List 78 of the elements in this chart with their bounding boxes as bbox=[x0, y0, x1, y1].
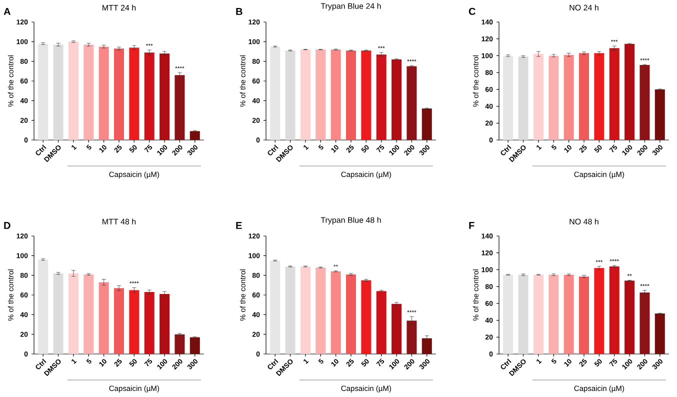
bar bbox=[406, 66, 417, 140]
bar bbox=[564, 54, 574, 140]
bar bbox=[624, 44, 635, 140]
bar bbox=[38, 44, 48, 140]
bar bbox=[624, 280, 635, 354]
chart-title: MTT 48 h bbox=[102, 218, 136, 224]
chart-title: NO 24 h bbox=[570, 4, 598, 10]
bar bbox=[190, 337, 200, 354]
bar bbox=[190, 131, 200, 140]
text: C bbox=[468, 8, 476, 15]
bar bbox=[300, 50, 310, 140]
bar bbox=[174, 75, 185, 140]
bar bbox=[533, 54, 544, 140]
bar bbox=[548, 274, 559, 354]
bar bbox=[98, 282, 109, 354]
bar bbox=[533, 274, 544, 354]
bar bbox=[144, 52, 154, 140]
bar bbox=[503, 56, 514, 140]
bar bbox=[53, 273, 64, 354]
chart-title: Trypan Blue 24 h bbox=[320, 3, 381, 10]
bar bbox=[640, 292, 650, 354]
text: E bbox=[236, 222, 242, 229]
bar bbox=[609, 266, 620, 354]
bar bbox=[548, 56, 559, 140]
bar bbox=[38, 260, 48, 354]
chart-title: NO 48 h bbox=[570, 218, 598, 224]
bar bbox=[594, 53, 604, 140]
bar bbox=[654, 89, 665, 140]
bar bbox=[285, 266, 296, 354]
bar bbox=[129, 290, 140, 354]
bar bbox=[300, 266, 310, 354]
bar bbox=[144, 292, 154, 354]
bar bbox=[376, 54, 386, 140]
chart-title: MTT 24 h bbox=[102, 4, 136, 10]
bar bbox=[609, 48, 620, 140]
bar bbox=[114, 48, 124, 140]
bar bbox=[68, 42, 78, 140]
bar bbox=[579, 53, 590, 140]
bar bbox=[114, 288, 124, 354]
bar bbox=[564, 274, 574, 354]
text: D bbox=[4, 222, 10, 229]
bar bbox=[68, 273, 78, 354]
bar bbox=[84, 44, 94, 140]
bar bbox=[346, 50, 356, 140]
text: B bbox=[236, 8, 242, 15]
bar bbox=[285, 50, 296, 140]
bar bbox=[160, 294, 170, 354]
bar bbox=[503, 274, 514, 354]
bar bbox=[518, 56, 528, 140]
bar bbox=[129, 48, 140, 140]
bar bbox=[330, 271, 341, 354]
bar bbox=[316, 267, 326, 354]
bar bbox=[361, 280, 372, 354]
bar bbox=[654, 314, 665, 354]
chart-title: Trypan Blue 48 h bbox=[320, 217, 381, 224]
bar bbox=[392, 59, 402, 140]
bar bbox=[316, 50, 326, 140]
bar bbox=[84, 274, 94, 354]
bar bbox=[518, 274, 528, 354]
bar bbox=[406, 320, 417, 354]
bar bbox=[270, 260, 280, 354]
bar bbox=[422, 338, 432, 354]
bar bbox=[594, 268, 604, 354]
bar bbox=[160, 53, 170, 140]
bar bbox=[270, 46, 280, 140]
bar bbox=[376, 291, 386, 354]
bar bbox=[346, 274, 356, 354]
text: A bbox=[4, 8, 10, 15]
bar bbox=[53, 44, 64, 140]
text: F bbox=[469, 222, 474, 229]
bar bbox=[174, 334, 185, 354]
bar bbox=[98, 46, 109, 140]
bar bbox=[330, 50, 341, 140]
bar bbox=[579, 276, 590, 354]
bar bbox=[392, 304, 402, 354]
bar bbox=[422, 108, 432, 140]
bar bbox=[640, 64, 650, 140]
bar bbox=[361, 50, 372, 140]
